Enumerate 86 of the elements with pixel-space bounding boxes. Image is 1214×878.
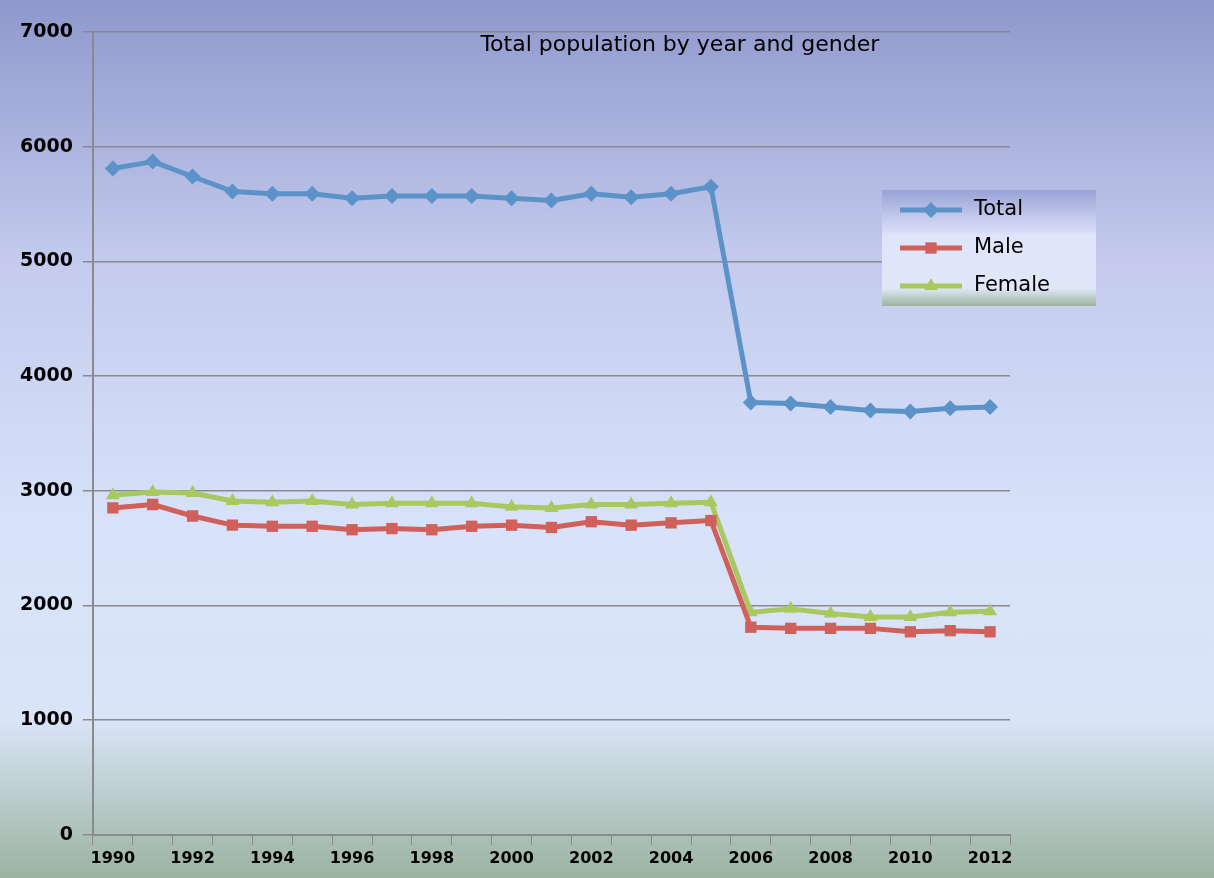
point [783,600,798,613]
point [306,520,318,532]
point [464,495,479,508]
point [105,487,120,500]
point [984,626,996,638]
point [345,496,359,509]
point [625,519,637,531]
y-tick-label: 5000 [19,248,73,271]
point [426,524,438,536]
y-tick-label: 1000 [19,707,73,730]
point [104,160,121,177]
point [824,622,837,635]
point [663,185,680,202]
point [623,189,640,206]
point [184,168,201,185]
point [785,622,797,635]
point [225,493,240,506]
point [185,485,200,498]
point [624,496,639,509]
point [584,496,599,509]
y-tick-label: 7000 [19,18,73,41]
point [863,608,878,621]
point [982,399,999,416]
x-tick-label: 2002 [569,847,614,867]
legend-label: Male [974,234,1024,259]
point [944,625,956,637]
point [823,605,838,618]
point [186,510,199,522]
x-tick-label: 1994 [250,847,295,867]
point [107,502,119,514]
point [705,514,717,527]
point [822,399,839,416]
x-tick-label: 1992 [170,847,215,867]
point [543,192,560,209]
point [983,603,997,616]
x-tick-label: 2006 [728,847,774,867]
point [943,604,958,617]
point [665,517,677,529]
x-tick-label: 1990 [90,847,136,867]
legend-label: Total [973,196,1024,221]
point [424,495,439,508]
point [864,622,877,635]
x-tick-label: 2000 [489,847,534,867]
point [466,520,478,532]
point [144,153,161,170]
point [585,516,597,528]
point [266,520,278,532]
point [386,522,398,535]
point [904,626,916,638]
point [704,494,718,507]
x-tick-label: 2012 [967,847,1013,867]
point [265,494,280,507]
point [224,183,241,200]
y-tick-label: 2000 [19,592,73,615]
x-tick-label: 2010 [888,847,933,867]
y-tick-label: 0 [59,821,73,844]
point [385,495,399,508]
y-tick-label: 3000 [19,477,73,500]
point [742,394,759,411]
point [304,185,321,202]
point [147,498,159,511]
x-tick-label: 1998 [409,847,455,867]
point [583,185,600,202]
chart-title: Total population by year and gender [479,30,881,56]
point [702,178,719,195]
legend-label: Female [974,272,1050,297]
point [505,519,518,531]
point [902,403,919,420]
x-tick-label: 1996 [329,847,375,867]
point [305,493,320,506]
point [544,499,559,512]
y-tick-label: 4000 [19,362,73,385]
point [346,524,358,536]
point [745,621,757,633]
point [226,519,239,531]
x-tick-label: 2004 [648,847,694,867]
point [664,495,678,508]
y-tick-label: 6000 [19,133,73,156]
point [942,400,959,417]
point [504,498,519,511]
point [862,402,879,419]
point [145,483,160,496]
point [903,608,918,621]
point [545,521,558,534]
point [782,395,799,412]
x-tick-label: 2008 [808,847,853,867]
